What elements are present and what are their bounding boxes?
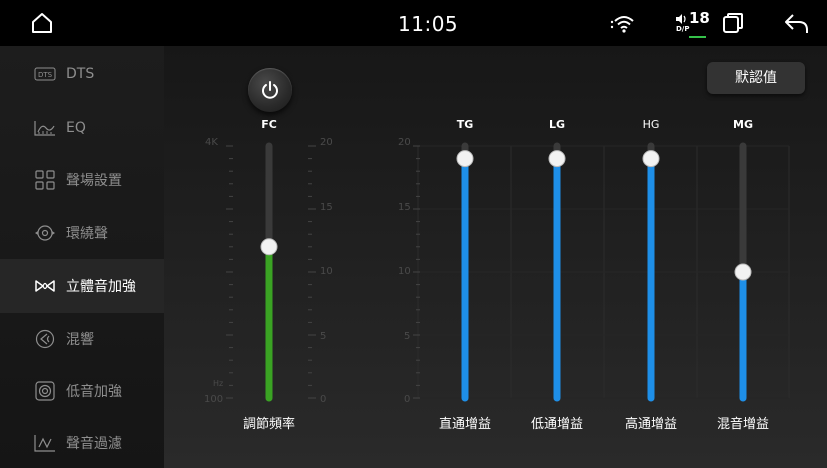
reset-default-button[interactable]: 默認值 xyxy=(707,62,805,94)
volume-sublabel: D/P xyxy=(676,25,690,33)
sidebar-item-sound-field[interactable]: 聲場設置 xyxy=(0,154,164,206)
eq-icon xyxy=(34,117,56,139)
svg-text:DTS: DTS xyxy=(38,71,53,79)
volume-indicator: 18 D/P xyxy=(676,9,710,38)
sidebar-item-label: 聲場設置 xyxy=(66,173,122,189)
power-button[interactable] xyxy=(248,68,292,112)
sound-filter-icon xyxy=(34,432,56,454)
hg-slider-thumb[interactable] xyxy=(642,150,660,168)
sidebar-item-reverb[interactable]: 混響 xyxy=(0,313,164,365)
recent-apps-icon[interactable] xyxy=(722,12,744,34)
speaker-icon xyxy=(676,14,686,24)
sidebar-item-dts[interactable]: DTS DTS xyxy=(0,48,164,100)
lg-slider-thumb[interactable] xyxy=(548,150,566,168)
sidebar-item-label: 低音加強 xyxy=(66,384,122,400)
sidebar: DTS DTS EQ 聲場設置 環繞聲 立體音加強 混響 xyxy=(0,46,164,468)
clock: 11:05 xyxy=(398,12,459,36)
sidebar-item-bass-boost[interactable]: 低音加強 xyxy=(0,365,164,417)
status-bar: 11:05 18 D/P xyxy=(0,0,827,46)
sidebar-item-label: 立體音加強 xyxy=(66,279,136,295)
sidebar-item-label: 環繞聲 xyxy=(66,226,108,242)
sound-field-icon xyxy=(34,169,56,191)
sidebar-item-surround[interactable]: 環繞聲 xyxy=(0,207,164,259)
sidebar-item-label: 混響 xyxy=(66,332,94,348)
sidebar-item-eq[interactable]: EQ xyxy=(0,102,164,154)
mg-slider-thumb[interactable] xyxy=(734,263,752,281)
volume-underline xyxy=(689,36,706,38)
sidebar-item-label: 聲音過濾 xyxy=(66,436,122,452)
bass-boost-icon xyxy=(34,380,56,402)
sidebar-item-label: EQ xyxy=(66,120,86,136)
dts-icon: DTS xyxy=(34,63,56,85)
home-icon[interactable] xyxy=(30,11,54,35)
wifi-icon xyxy=(610,16,634,33)
tg-slider-thumb[interactable] xyxy=(456,150,474,168)
stereo-enhance-icon xyxy=(34,275,56,297)
fc-slider-thumb[interactable] xyxy=(260,238,278,256)
sidebar-item-label: DTS xyxy=(66,66,95,82)
back-icon[interactable] xyxy=(784,12,810,34)
sidebar-item-stereo-enhance[interactable]: 立體音加強 xyxy=(0,259,164,313)
power-icon xyxy=(262,81,278,99)
reverb-icon xyxy=(34,328,56,350)
sidebar-item-sound-filter[interactable]: 聲音過濾 xyxy=(0,417,164,468)
volume-value: 18 xyxy=(689,9,710,27)
surround-icon xyxy=(34,222,56,244)
